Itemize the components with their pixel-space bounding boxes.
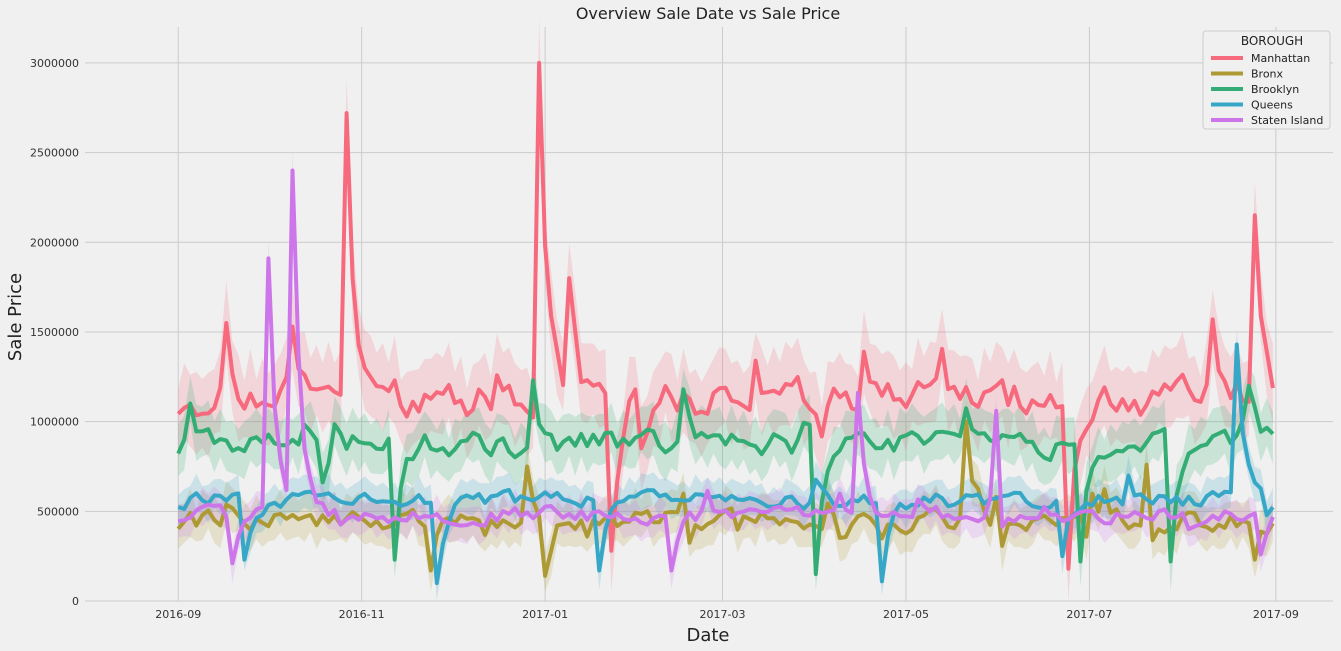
legend-label: Staten Island (1251, 114, 1323, 127)
y-tick-label: 1500000 (30, 326, 79, 339)
series-line-2 (176, 378, 1275, 577)
x-tick-label: 2016-09 (155, 608, 201, 621)
series-line-3 (177, 342, 1275, 586)
legend: BOROUGH Manhattan Bronx Brooklyn Queens Stat… (1202, 30, 1331, 130)
series-line-0 (176, 60, 1275, 571)
legend-label: Brooklyn (1251, 83, 1299, 96)
legend-label: Queens (1251, 99, 1293, 112)
y-axis-title: Sale Price (5, 273, 26, 361)
y-tick-label: 2500000 (30, 147, 79, 160)
chart-title: Overview Sale Date vs Sale Price (576, 4, 840, 23)
series-line-4 (177, 168, 1275, 573)
x-tick-label: 2017-05 (883, 608, 929, 621)
y-tick-label: 500000 (37, 505, 79, 518)
x-axis-title: Date (686, 625, 729, 646)
confidence-band-1 (178, 401, 1273, 592)
legend-title: BOROUGH (1241, 34, 1303, 48)
x-tick-label: 2017-07 (1066, 608, 1112, 621)
y-tick-label: 1000000 (30, 416, 79, 429)
legend-label: Manhattan (1251, 52, 1310, 65)
x-tick-label: 2016-11 (339, 608, 385, 621)
x-tick-label: 2017-01 (522, 608, 568, 621)
y-tick-label: 3000000 (30, 57, 79, 70)
y-tick-label: 0 (72, 595, 79, 608)
x-tick-label: 2017-09 (1253, 608, 1299, 621)
y-tick-label: 2000000 (30, 236, 79, 249)
confidence-band-2 (178, 350, 1273, 592)
x-tick-label: 2017-03 (700, 608, 746, 621)
legend-label: Bronx (1251, 68, 1284, 81)
